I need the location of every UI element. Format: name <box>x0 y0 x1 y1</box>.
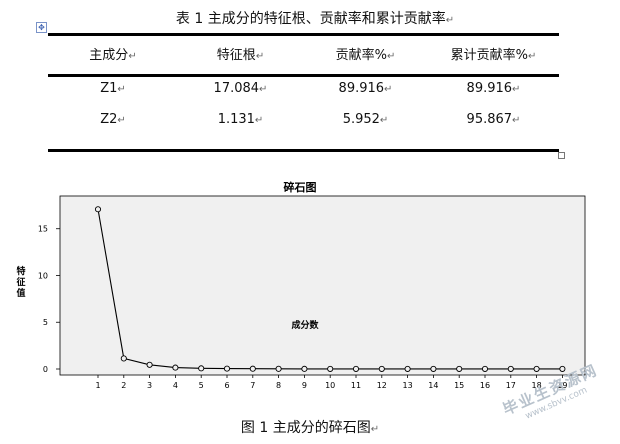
y-axis-label: 特征值 <box>16 265 25 299</box>
data-point <box>249 365 256 372</box>
cell-eigenvalue: 17.084↵ <box>213 81 268 96</box>
header-contribution: 贡献率%↵ <box>335 47 396 63</box>
table-top-rule <box>48 33 559 36</box>
table-caption: 表 1 主成分的特征根、贡献率和累计贡献率↵ <box>175 11 455 27</box>
data-point <box>378 365 385 372</box>
x-tick-label: 19 <box>557 381 567 390</box>
data-point <box>507 365 514 372</box>
x-axis-label: 成分数 <box>291 319 319 331</box>
y-axis-ticks: 0 5 10 15 <box>38 225 60 374</box>
x-tick-label: 3 <box>147 381 152 390</box>
y-tick-label: 5 <box>43 318 48 327</box>
y-axis-label-char: 特 <box>16 265 25 277</box>
table-move-handle-icon[interactable]: ✥ <box>36 22 47 33</box>
x-tick-label: 8 <box>276 381 281 390</box>
x-tick-label: 14 <box>428 381 438 390</box>
data-point <box>559 365 566 372</box>
cell-contribution: 89.916↵ <box>338 81 393 96</box>
x-tick-label: 12 <box>377 381 387 390</box>
x-tick-label: 9 <box>302 381 307 390</box>
x-tick-label: 13 <box>403 381 413 390</box>
x-tick-label: 18 <box>532 381 542 390</box>
table-row: Z1↵ 17.084↵ 89.916↵ 89.916↵ <box>48 73 559 104</box>
table-row: Z2↵ 1.131↵ 5.952↵ 95.867↵ <box>48 104 559 135</box>
table-header-row: 主成分↵ 特征根↵ 贡献率%↵ 累计贡献率%↵ <box>48 33 559 73</box>
x-tick-label: 10 <box>325 381 335 390</box>
data-point <box>301 365 308 372</box>
series-eigenvalues <box>94 206 566 372</box>
y-tick-label: 15 <box>38 225 48 234</box>
data-point <box>198 365 205 372</box>
x-tick-label: 4 <box>173 381 178 390</box>
cell-cumulative: 89.916↵ <box>466 81 521 96</box>
x-tick-label: 1 <box>95 381 100 390</box>
chart-title: 碎石图 <box>284 180 317 194</box>
x-tick-label: 5 <box>199 381 204 390</box>
data-point <box>223 365 231 372</box>
x-tick-label: 16 <box>480 381 490 390</box>
data-point <box>352 365 360 372</box>
cell-contribution: 5.952↵ <box>342 112 389 127</box>
y-tick-label: 10 <box>38 271 48 280</box>
header-component: 主成分↵ <box>89 47 137 63</box>
data-point <box>327 365 334 372</box>
plot-area <box>59 195 586 376</box>
cell-cumulative: 95.867↵ <box>466 112 521 127</box>
cell-eigenvalue: 1.131↵ <box>217 112 264 127</box>
header-eigenvalue: 特征根↵ <box>216 47 265 63</box>
y-tick-label: 0 <box>43 365 48 374</box>
eigenvalue-table: 主成分↵ 特征根↵ 贡献率%↵ 累计贡献率%↵ Z1↵ 17.084↵ 89.9… <box>48 33 559 135</box>
data-point <box>533 365 540 372</box>
table-resize-handle-icon[interactable] <box>558 152 565 159</box>
data-point <box>275 365 282 372</box>
data-point <box>404 365 411 372</box>
data-point <box>481 365 489 372</box>
data-point <box>172 364 179 371</box>
x-tick-label: 17 <box>506 381 516 390</box>
x-tick-label: 6 <box>224 381 229 390</box>
data-point <box>146 361 153 368</box>
x-tick-label: 7 <box>250 381 255 390</box>
data-point <box>94 206 102 213</box>
data-point <box>120 355 127 362</box>
x-tick-label: 15 <box>454 381 464 390</box>
figure-caption: 图 1 主成分的碎石图↵ <box>240 420 380 436</box>
x-tick-label: 11 <box>351 381 361 390</box>
x-axis-ticks: 1 2 3 4 5 6 7 8 9 10 11 12 13 14 15 16 17 18 19 <box>95 375 567 390</box>
data-point <box>456 365 463 372</box>
cell-component: Z2↵ <box>100 112 126 127</box>
data-point <box>430 365 437 372</box>
cell-component: Z1↵ <box>100 81 126 96</box>
table-header-rule <box>48 74 559 77</box>
y-axis-label-char: 值 <box>16 287 25 299</box>
y-axis-label-char: 征 <box>16 276 25 288</box>
x-tick-label: 2 <box>121 381 126 390</box>
header-cumulative: 累计贡献率%↵ <box>450 47 537 63</box>
table-bottom-rule <box>48 149 559 152</box>
